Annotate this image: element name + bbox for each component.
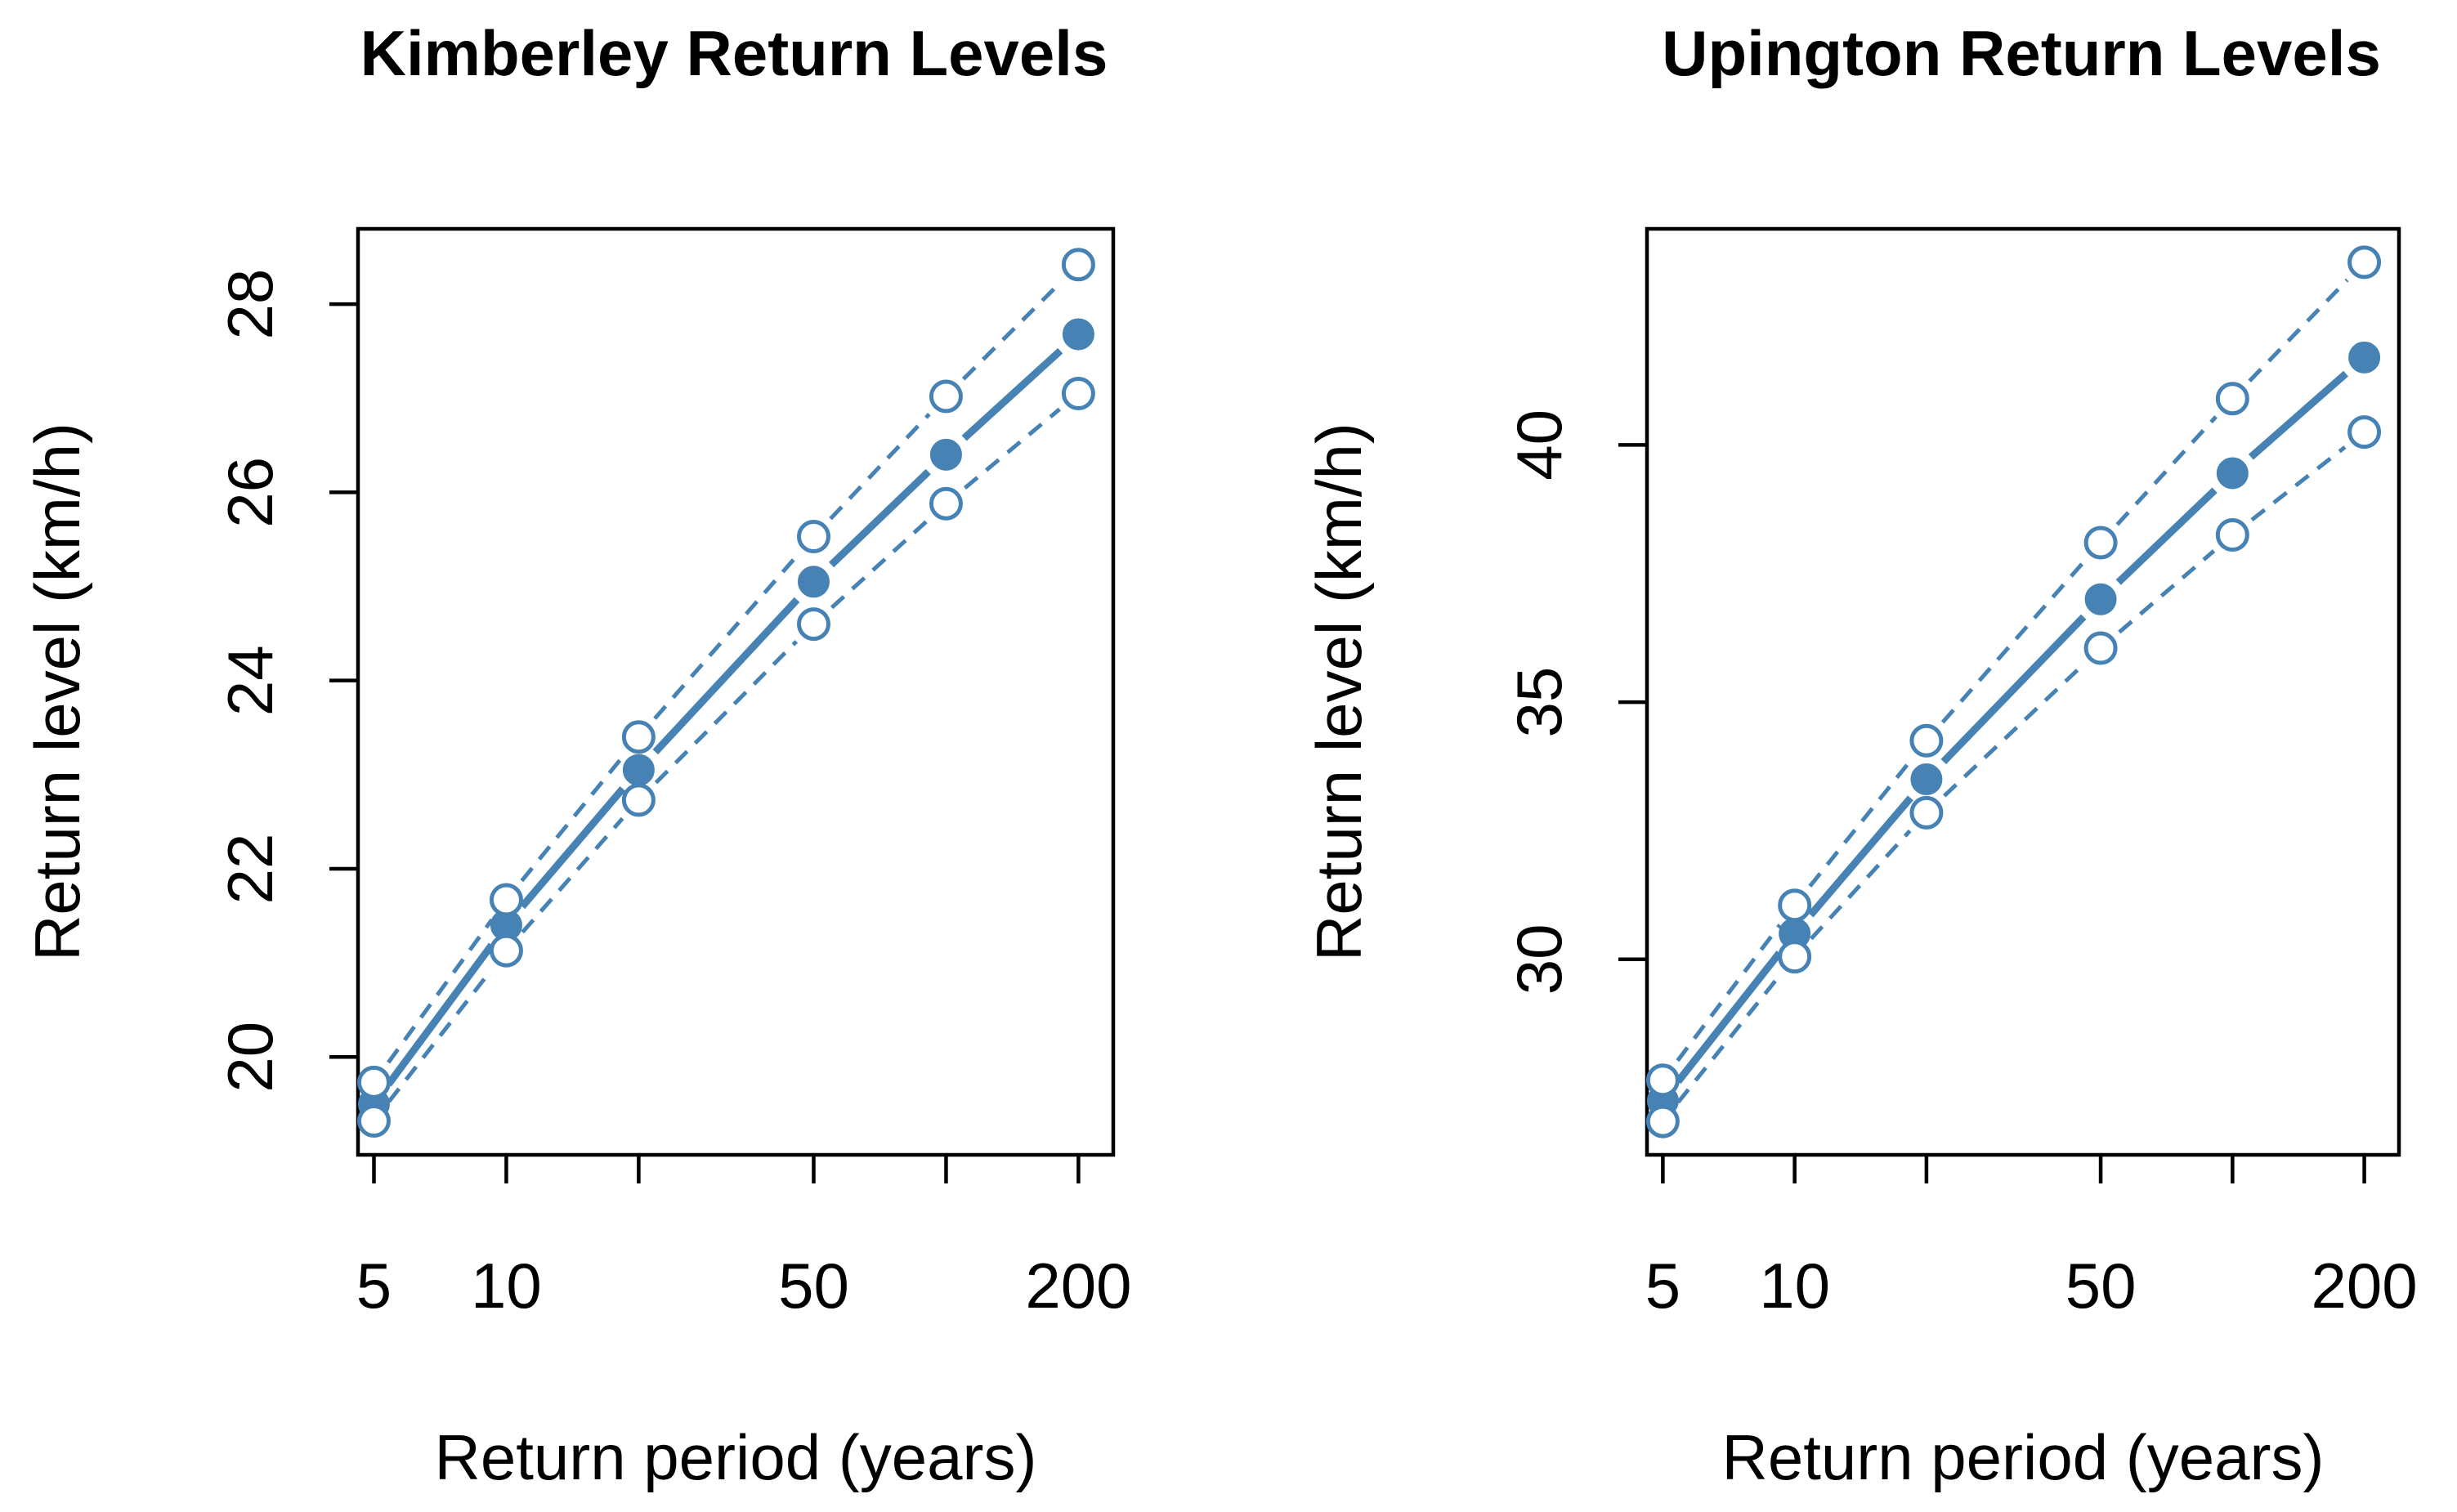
lower-line-segment: [963, 407, 1061, 490]
x-axis-label: Return period (years): [435, 1421, 1037, 1493]
lower-point: [796, 607, 830, 642]
estimate-point: [929, 438, 962, 471]
y-tick-label: 20: [214, 1022, 286, 1093]
lower-line-segment: [1676, 974, 1781, 1104]
lower-point: [2215, 518, 2249, 552]
estimate-point: [1910, 763, 1943, 796]
y-tick-label: 28: [214, 269, 286, 340]
y-axis-label: Return level (km/h): [21, 423, 93, 961]
lower-point: [929, 486, 963, 521]
upper-line-segment: [520, 754, 625, 883]
y-tick-label: 26: [214, 457, 286, 528]
upper-point: [2215, 382, 2249, 416]
upper-point: [621, 720, 656, 754]
lower-point: [1909, 795, 1944, 830]
estimate-point: [2216, 457, 2249, 490]
upper-point: [2347, 245, 2382, 280]
x-tick-label: 10: [1759, 1250, 1830, 1322]
lower-point: [621, 783, 656, 817]
estimate-point: [797, 566, 830, 598]
lower-point: [1645, 1104, 1680, 1138]
upper-point: [2083, 526, 2118, 560]
x-tick-label: 50: [2065, 1250, 2137, 1322]
x-axis-label: Return period (years): [1722, 1421, 2325, 1493]
upper-point: [489, 883, 523, 917]
lower-point: [1061, 376, 1095, 410]
lower-line-segment: [2250, 445, 2347, 522]
lower-line-segment: [1942, 663, 2084, 798]
upper-line-segment: [829, 413, 931, 521]
x-tick-label: 200: [1025, 1250, 1131, 1322]
y-tick-label: 40: [1503, 409, 1575, 481]
estimate-line-segment: [2115, 487, 2218, 585]
lower-line-segment: [830, 518, 929, 610]
y-axis-label: Return level (km/h): [1303, 423, 1375, 961]
estimate-line-segment: [2248, 370, 2349, 460]
lower-line-segment: [654, 640, 799, 785]
x-tick-label: 5: [356, 1250, 392, 1322]
upper-line-segment: [1676, 924, 1782, 1062]
plot-frame: [1645, 226, 2401, 1157]
estimate-line-segment: [652, 597, 800, 755]
estimate-point: [1062, 318, 1094, 351]
plot-frame: [356, 226, 1116, 1157]
chart-title: Upington Return Levels: [1662, 17, 2381, 89]
estimate-line-segment: [961, 347, 1063, 441]
upper-line-segment: [1940, 559, 2087, 724]
estimate-point: [2084, 583, 2117, 615]
x-tick-label: 5: [1645, 1250, 1681, 1322]
estimate-line-segment: [1807, 795, 1913, 918]
upper-line-segment: [2248, 278, 2349, 382]
lower-point: [1778, 940, 1812, 974]
lower-line-segment: [1810, 829, 1912, 941]
upper-line-segment: [653, 553, 799, 720]
upper-line-segment: [1808, 758, 1913, 888]
lower-point: [2347, 415, 2382, 450]
estimate-line-segment: [1940, 614, 2087, 765]
lower-point: [489, 933, 523, 968]
lower-point: [356, 1104, 391, 1138]
upper-point: [1061, 248, 1095, 282]
upper-point: [356, 1065, 391, 1099]
chart-title: Kimberley Return Levels: [360, 17, 1108, 89]
upper-point: [1778, 888, 1812, 923]
upper-line-segment: [2115, 415, 2218, 526]
lower-point: [2083, 631, 2118, 665]
upper-point: [929, 379, 963, 414]
panel-kimberley: Kimberley Return Levels 5 10 50 200 20 22 24 26 2…: [21, 17, 1131, 1493]
upper-line-segment: [387, 918, 494, 1064]
x-tick-label: 10: [471, 1250, 542, 1322]
upper-point: [1909, 723, 1944, 758]
lower-line-segment: [521, 816, 624, 934]
x-tick-label: 200: [2312, 1250, 2418, 1322]
estimate-line-segment: [385, 942, 495, 1087]
y-tick-label: 30: [1503, 924, 1575, 995]
y-tick-label: 24: [214, 645, 286, 716]
y-tick-label: 22: [214, 834, 286, 905]
estimate-line-segment: [1675, 951, 1783, 1085]
upper-line-segment: [961, 280, 1063, 381]
x-tick-label: 50: [778, 1250, 849, 1322]
estimate-point: [2348, 341, 2381, 374]
estimate-point: [622, 754, 655, 786]
upper-point: [1645, 1063, 1680, 1098]
estimate-line-segment: [829, 468, 931, 568]
lower-line-segment: [2118, 549, 2216, 634]
upper-point: [796, 520, 830, 554]
estimate-line-segment: [519, 785, 626, 910]
y-tick-label: 35: [1503, 667, 1575, 738]
panel-upington: Upington Return Levels 5 10 50 200 30 35 40 Retu…: [1303, 17, 2418, 1493]
